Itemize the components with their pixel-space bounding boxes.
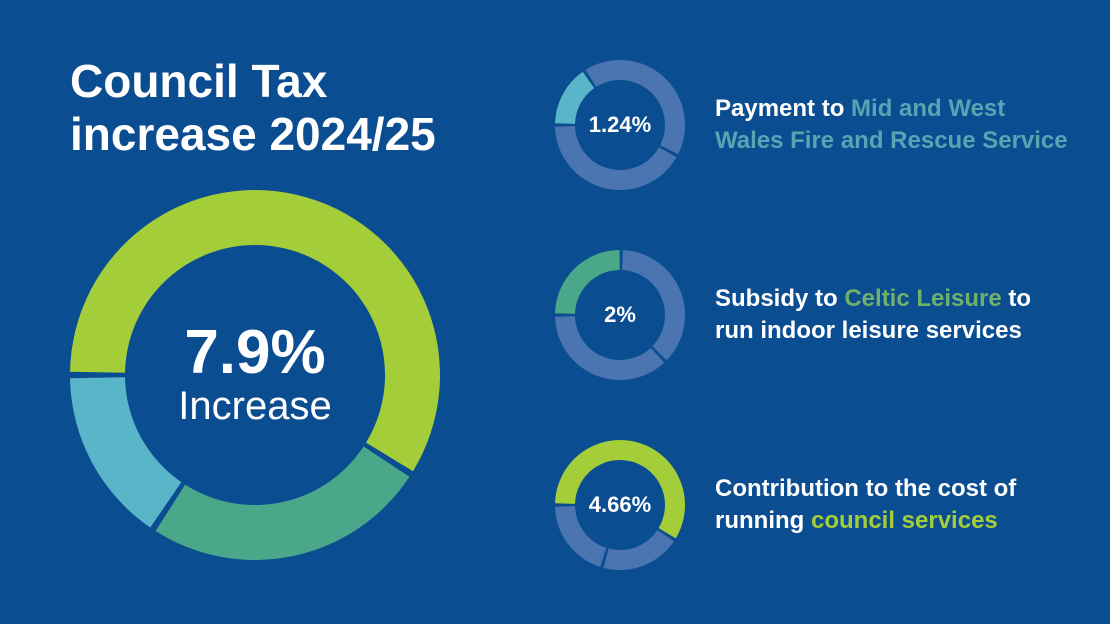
- breakdown-item-leisure: 2% Subsidy to Celtic Leisure to run indo…: [555, 250, 1075, 380]
- page-root: Council Tax increase 2024/25 7.9% Increa…: [0, 0, 1110, 624]
- desc-fragment: Payment to: [715, 95, 851, 122]
- main-donut-percent: 7.9%: [184, 322, 325, 384]
- title-line-1: Council Tax: [70, 55, 327, 107]
- desc-fragment: Subsidy to: [715, 285, 844, 312]
- main-donut-label: Increase: [178, 384, 331, 428]
- small-donut-leisure: 2%: [555, 250, 685, 380]
- breakdown-desc-council: Contribution to the cost of running coun…: [715, 473, 1075, 538]
- breakdown-item-council: 4.66% Contribution to the cost of runnin…: [555, 440, 1075, 570]
- breakdown-desc-fire: Payment to Mid and West Wales Fire and R…: [715, 93, 1075, 158]
- desc-fragment: Celtic Leisure: [844, 285, 1001, 312]
- main-donut-center: 7.9% Increase: [70, 190, 440, 560]
- main-donut: 7.9% Increase: [70, 190, 440, 560]
- small-donut-center: 4.66%: [555, 440, 685, 570]
- page-title: Council Tax increase 2024/25: [70, 55, 436, 161]
- title-line-2: increase 2024/25: [70, 108, 436, 160]
- small-donut-council: 4.66%: [555, 440, 685, 570]
- desc-fragment: council services: [811, 507, 998, 534]
- small-donut-center: 2%: [555, 250, 685, 380]
- breakdown-item-fire: 1.24% Payment to Mid and West Wales Fire…: [555, 60, 1075, 190]
- small-donut-center: 1.24%: [555, 60, 685, 190]
- breakdown-desc-leisure: Subsidy to Celtic Leisure to run indoor …: [715, 283, 1075, 348]
- small-donut-fire: 1.24%: [555, 60, 685, 190]
